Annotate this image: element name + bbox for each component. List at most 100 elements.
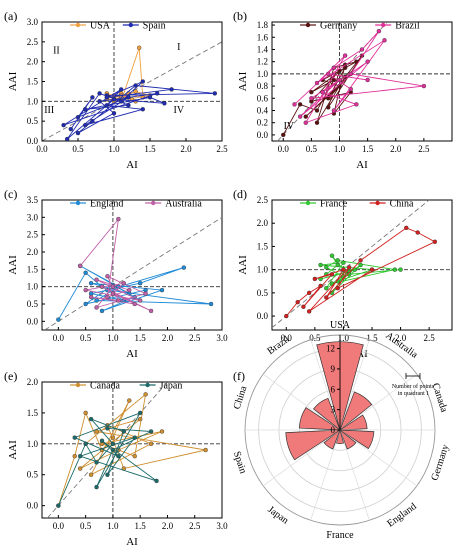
series-line-1	[294, 30, 424, 124]
data-point	[365, 59, 370, 64]
data-point	[376, 28, 382, 34]
data-point	[94, 277, 99, 282]
legend: England Australia	[70, 199, 202, 210]
plot-frame	[41, 199, 223, 331]
data-point	[309, 89, 314, 95]
data-point	[121, 281, 127, 286]
panel-1: (b) 0.0 0.5 1.0 1.5 2.0 2.5 0.0 0.2 0.4 0.6 0.8 1.0 1…	[233, 9, 453, 171]
x-tick-label: 1.5	[135, 333, 147, 343]
data-point	[77, 466, 83, 471]
diagonal-line	[271, 199, 430, 329]
panel-label: (e)	[4, 369, 17, 383]
panel-4: (e) 0.0 0.5 1.0 1.5 2.0 2.5 3.0 0.0 0.5 1.0 1.5 2.0 A…	[4, 369, 228, 548]
diagonal-line	[41, 41, 223, 142]
radial-tick-label: 12	[326, 344, 335, 354]
data-point	[169, 87, 174, 92]
data-point	[110, 435, 116, 440]
data-point	[306, 309, 312, 314]
y-tick-label: 1.0	[257, 265, 269, 275]
legend-label: Brazil	[395, 21, 420, 32]
data-point	[77, 453, 83, 459]
x-tick-label: 2.5	[424, 333, 436, 343]
polar-spoke	[339, 373, 418, 431]
data-point	[88, 472, 94, 477]
data-point	[281, 132, 286, 138]
x-axis-label: AI	[126, 536, 138, 548]
polar-spoke	[339, 429, 418, 487]
data-point	[432, 239, 438, 244]
data-point	[116, 298, 121, 303]
y-tick-label: 3.5	[27, 195, 39, 205]
x-tick-label: 0.0	[53, 333, 65, 343]
legend-marker	[305, 200, 311, 206]
x-tick-label: 1.0	[338, 333, 350, 343]
data-point	[127, 287, 132, 293]
polar-spoke	[262, 429, 341, 487]
legend-label: England	[90, 199, 123, 210]
data-point	[77, 263, 83, 269]
panel-2: (c) 0.0 0.5 1.0 1.5 2.0 2.5 3.0 0.0 0.5 1.0 1.5 2.0 2…	[4, 187, 228, 360]
data-point	[297, 114, 303, 119]
legend-marker	[381, 22, 386, 28]
x-tick-label: 0.0	[53, 521, 65, 531]
data-point	[94, 298, 99, 303]
y-tick-label: 1.0	[27, 96, 39, 106]
x-tick-label: 0.0	[278, 144, 290, 154]
y-tick-label: 1.2	[257, 57, 268, 67]
data-point	[126, 103, 131, 108]
data-point	[133, 83, 138, 88]
data-point	[312, 276, 318, 282]
legend-marker	[151, 200, 156, 206]
panel-0: (a) 0.0 0.5 1.0 1.5 2.0 2.5 0.0 0.5 1.0 1.5 2.0 2.5 3…	[4, 9, 228, 171]
data-point	[72, 435, 77, 440]
plot-frame	[41, 381, 223, 519]
data-point	[331, 65, 337, 70]
data-point	[82, 107, 88, 112]
data-point	[99, 308, 105, 314]
y-tick-label: 1.5	[27, 408, 39, 418]
radial-tick-label: 6	[331, 384, 336, 394]
legend: USA Spain	[70, 21, 166, 32]
data-point	[314, 108, 320, 113]
data-point	[105, 294, 110, 300]
data-point	[404, 225, 409, 231]
x-tick-label: 2.0	[162, 333, 174, 343]
x-tick-label: 1.5	[366, 333, 378, 343]
legend: Germany Brazil	[300, 21, 420, 32]
data-point	[208, 301, 214, 307]
data-point	[341, 260, 346, 265]
polar-bar	[323, 428, 341, 450]
legend-label: Australia	[165, 199, 202, 210]
data-point	[326, 105, 331, 110]
data-point	[82, 122, 88, 128]
data-point	[306, 290, 312, 296]
polar-bar	[313, 397, 341, 432]
legend: Canada Japan	[70, 381, 182, 392]
series-line-0	[58, 265, 212, 320]
data-point	[162, 101, 167, 106]
y-tick-label: 2.0	[27, 57, 39, 67]
data-point	[337, 77, 342, 83]
legend-label: USA	[90, 21, 111, 32]
data-point	[358, 262, 363, 268]
series-line-1	[57, 412, 157, 506]
quadrant-label: III	[44, 105, 54, 116]
data-point	[154, 91, 160, 96]
data-point	[56, 503, 61, 508]
radial-tick-label: 9	[331, 364, 336, 374]
data-point	[140, 107, 146, 112]
panel-label: (f)	[233, 369, 245, 383]
y-tick-label: 1.6	[257, 32, 269, 42]
y-tick-label: 0.6	[257, 93, 269, 103]
legend-label: France	[320, 199, 348, 210]
data-point	[110, 447, 116, 453]
y-tick-label: 0.4	[257, 105, 269, 115]
data-point	[352, 267, 358, 272]
data-point	[110, 441, 116, 447]
data-point	[137, 410, 143, 416]
y-axis-label: AAI	[7, 255, 19, 275]
data-point	[320, 89, 325, 95]
data-point	[329, 272, 335, 277]
data-point	[72, 453, 77, 459]
